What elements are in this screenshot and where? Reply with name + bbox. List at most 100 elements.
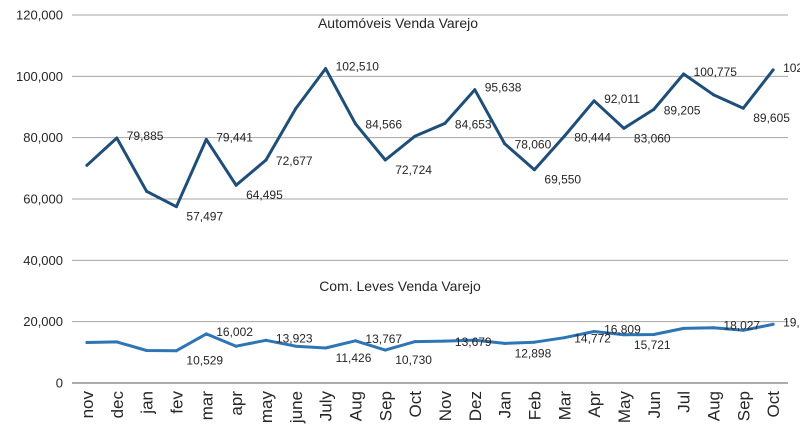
data-labels: 79,885 57,497 79,441 64,495 72,677 102,510 84,… bbox=[127, 60, 800, 368]
data-point bbox=[443, 121, 447, 125]
data-label: 64,495 bbox=[246, 188, 283, 202]
data-label: 15,721 bbox=[634, 338, 671, 352]
data-point bbox=[532, 168, 536, 172]
data-point bbox=[234, 183, 238, 187]
data-label: 10,529 bbox=[186, 354, 223, 368]
series-lines bbox=[85, 67, 775, 353]
x-tick-label: Aug bbox=[346, 391, 365, 421]
data-point bbox=[264, 158, 268, 162]
x-tick-label: nov bbox=[78, 391, 97, 419]
x-tick-label: Aug bbox=[704, 391, 723, 421]
data-label: 12,898 bbox=[515, 346, 552, 360]
data-point bbox=[353, 122, 357, 126]
x-tick-label: Dez bbox=[466, 391, 485, 421]
data-label: 79,885 bbox=[127, 129, 164, 143]
x-tick-label: Sep bbox=[734, 391, 753, 421]
data-label: 79,441 bbox=[216, 130, 253, 144]
x-tick-label: apr bbox=[227, 391, 246, 416]
y-axis-ticks: 0 20,000 40,000 60,000 80,000 100,000 120,000 bbox=[16, 8, 63, 391]
data-point bbox=[562, 336, 566, 340]
data-label: 95,638 bbox=[485, 81, 522, 95]
data-label: 89,205 bbox=[664, 103, 701, 117]
data-point bbox=[741, 328, 745, 332]
data-label: 69,550 bbox=[544, 173, 581, 187]
x-tick-label: Feb bbox=[525, 391, 544, 420]
data-point bbox=[622, 333, 626, 337]
data-label: 72,724 bbox=[395, 163, 432, 177]
x-tick-label: May bbox=[615, 391, 634, 424]
data-point bbox=[711, 326, 715, 330]
y-tick-label: 20,000 bbox=[23, 314, 63, 329]
data-point bbox=[324, 67, 328, 71]
x-tick-label: Sep bbox=[376, 391, 395, 421]
x-tick-label: Jan bbox=[496, 391, 515, 418]
x-tick-label: fev bbox=[167, 391, 186, 414]
series-line-0 bbox=[85, 67, 775, 209]
data-point bbox=[473, 338, 477, 342]
x-tick-label: Apr bbox=[585, 391, 604, 418]
data-label: 13,767 bbox=[365, 332, 402, 346]
y-tick-label: 0 bbox=[56, 376, 63, 391]
data-point bbox=[652, 107, 656, 111]
x-tick-label: Jul bbox=[675, 391, 694, 413]
data-point bbox=[771, 68, 775, 72]
data-point bbox=[324, 346, 328, 350]
data-point bbox=[503, 142, 507, 146]
data-label: 57,497 bbox=[186, 210, 223, 224]
data-point bbox=[592, 99, 596, 103]
y-tick-label: 60,000 bbox=[23, 192, 63, 207]
data-label: 16,002 bbox=[216, 325, 253, 339]
data-point bbox=[622, 126, 626, 130]
data-point bbox=[443, 339, 447, 343]
data-point bbox=[383, 158, 387, 162]
data-point bbox=[383, 348, 387, 352]
data-point bbox=[204, 137, 208, 141]
data-label: 72,677 bbox=[276, 154, 313, 168]
data-label: 10,730 bbox=[395, 353, 432, 367]
data-point bbox=[353, 339, 357, 343]
y-tick-label: 120,000 bbox=[16, 8, 63, 23]
data-point bbox=[503, 341, 507, 345]
x-tick-label: July bbox=[317, 391, 336, 422]
data-point bbox=[174, 349, 178, 353]
data-point bbox=[682, 326, 686, 330]
x-tick-label: Jun bbox=[645, 391, 664, 418]
data-point bbox=[264, 338, 268, 342]
series-line-1 bbox=[85, 322, 775, 353]
data-label: 102,510 bbox=[336, 60, 380, 74]
data-point bbox=[473, 88, 477, 92]
series-annotation-com-leves: Com. Leves Venda Varejo bbox=[319, 278, 481, 294]
data-point bbox=[85, 163, 89, 167]
data-point bbox=[682, 72, 686, 76]
data-label: 19,143 bbox=[783, 315, 800, 329]
data-point bbox=[145, 348, 149, 352]
data-label: 89,605 bbox=[753, 111, 790, 125]
data-label: 14,772 bbox=[574, 332, 611, 346]
data-point bbox=[741, 106, 745, 110]
x-tick-label: Nov bbox=[436, 391, 455, 422]
data-label: 18,027 bbox=[723, 319, 760, 333]
data-point bbox=[652, 333, 656, 337]
data-label: 102,090 bbox=[783, 61, 800, 75]
data-label: 84,653 bbox=[455, 117, 492, 131]
data-label: 13,923 bbox=[276, 331, 313, 345]
data-label: 83,060 bbox=[634, 131, 671, 145]
x-tick-label: mar bbox=[197, 391, 216, 421]
data-point bbox=[115, 340, 119, 344]
gridlines bbox=[72, 14, 788, 384]
x-axis-ticks: nov dec jan fev mar apr may june July Aug Sep Oct No… bbox=[78, 391, 783, 425]
y-tick-label: 40,000 bbox=[23, 253, 63, 268]
x-tick-label: Mar bbox=[555, 391, 574, 421]
data-point bbox=[234, 344, 238, 348]
data-point bbox=[174, 205, 178, 209]
data-label: 78,060 bbox=[515, 138, 552, 152]
data-point bbox=[85, 341, 89, 345]
x-tick-label: june bbox=[287, 391, 306, 424]
data-label: 16,809 bbox=[604, 322, 641, 336]
x-tick-label: may bbox=[257, 391, 276, 424]
data-label: 11,426 bbox=[336, 351, 372, 365]
y-tick-label: 80,000 bbox=[23, 130, 63, 145]
x-tick-label: Oct bbox=[764, 391, 783, 418]
data-point bbox=[532, 340, 536, 344]
